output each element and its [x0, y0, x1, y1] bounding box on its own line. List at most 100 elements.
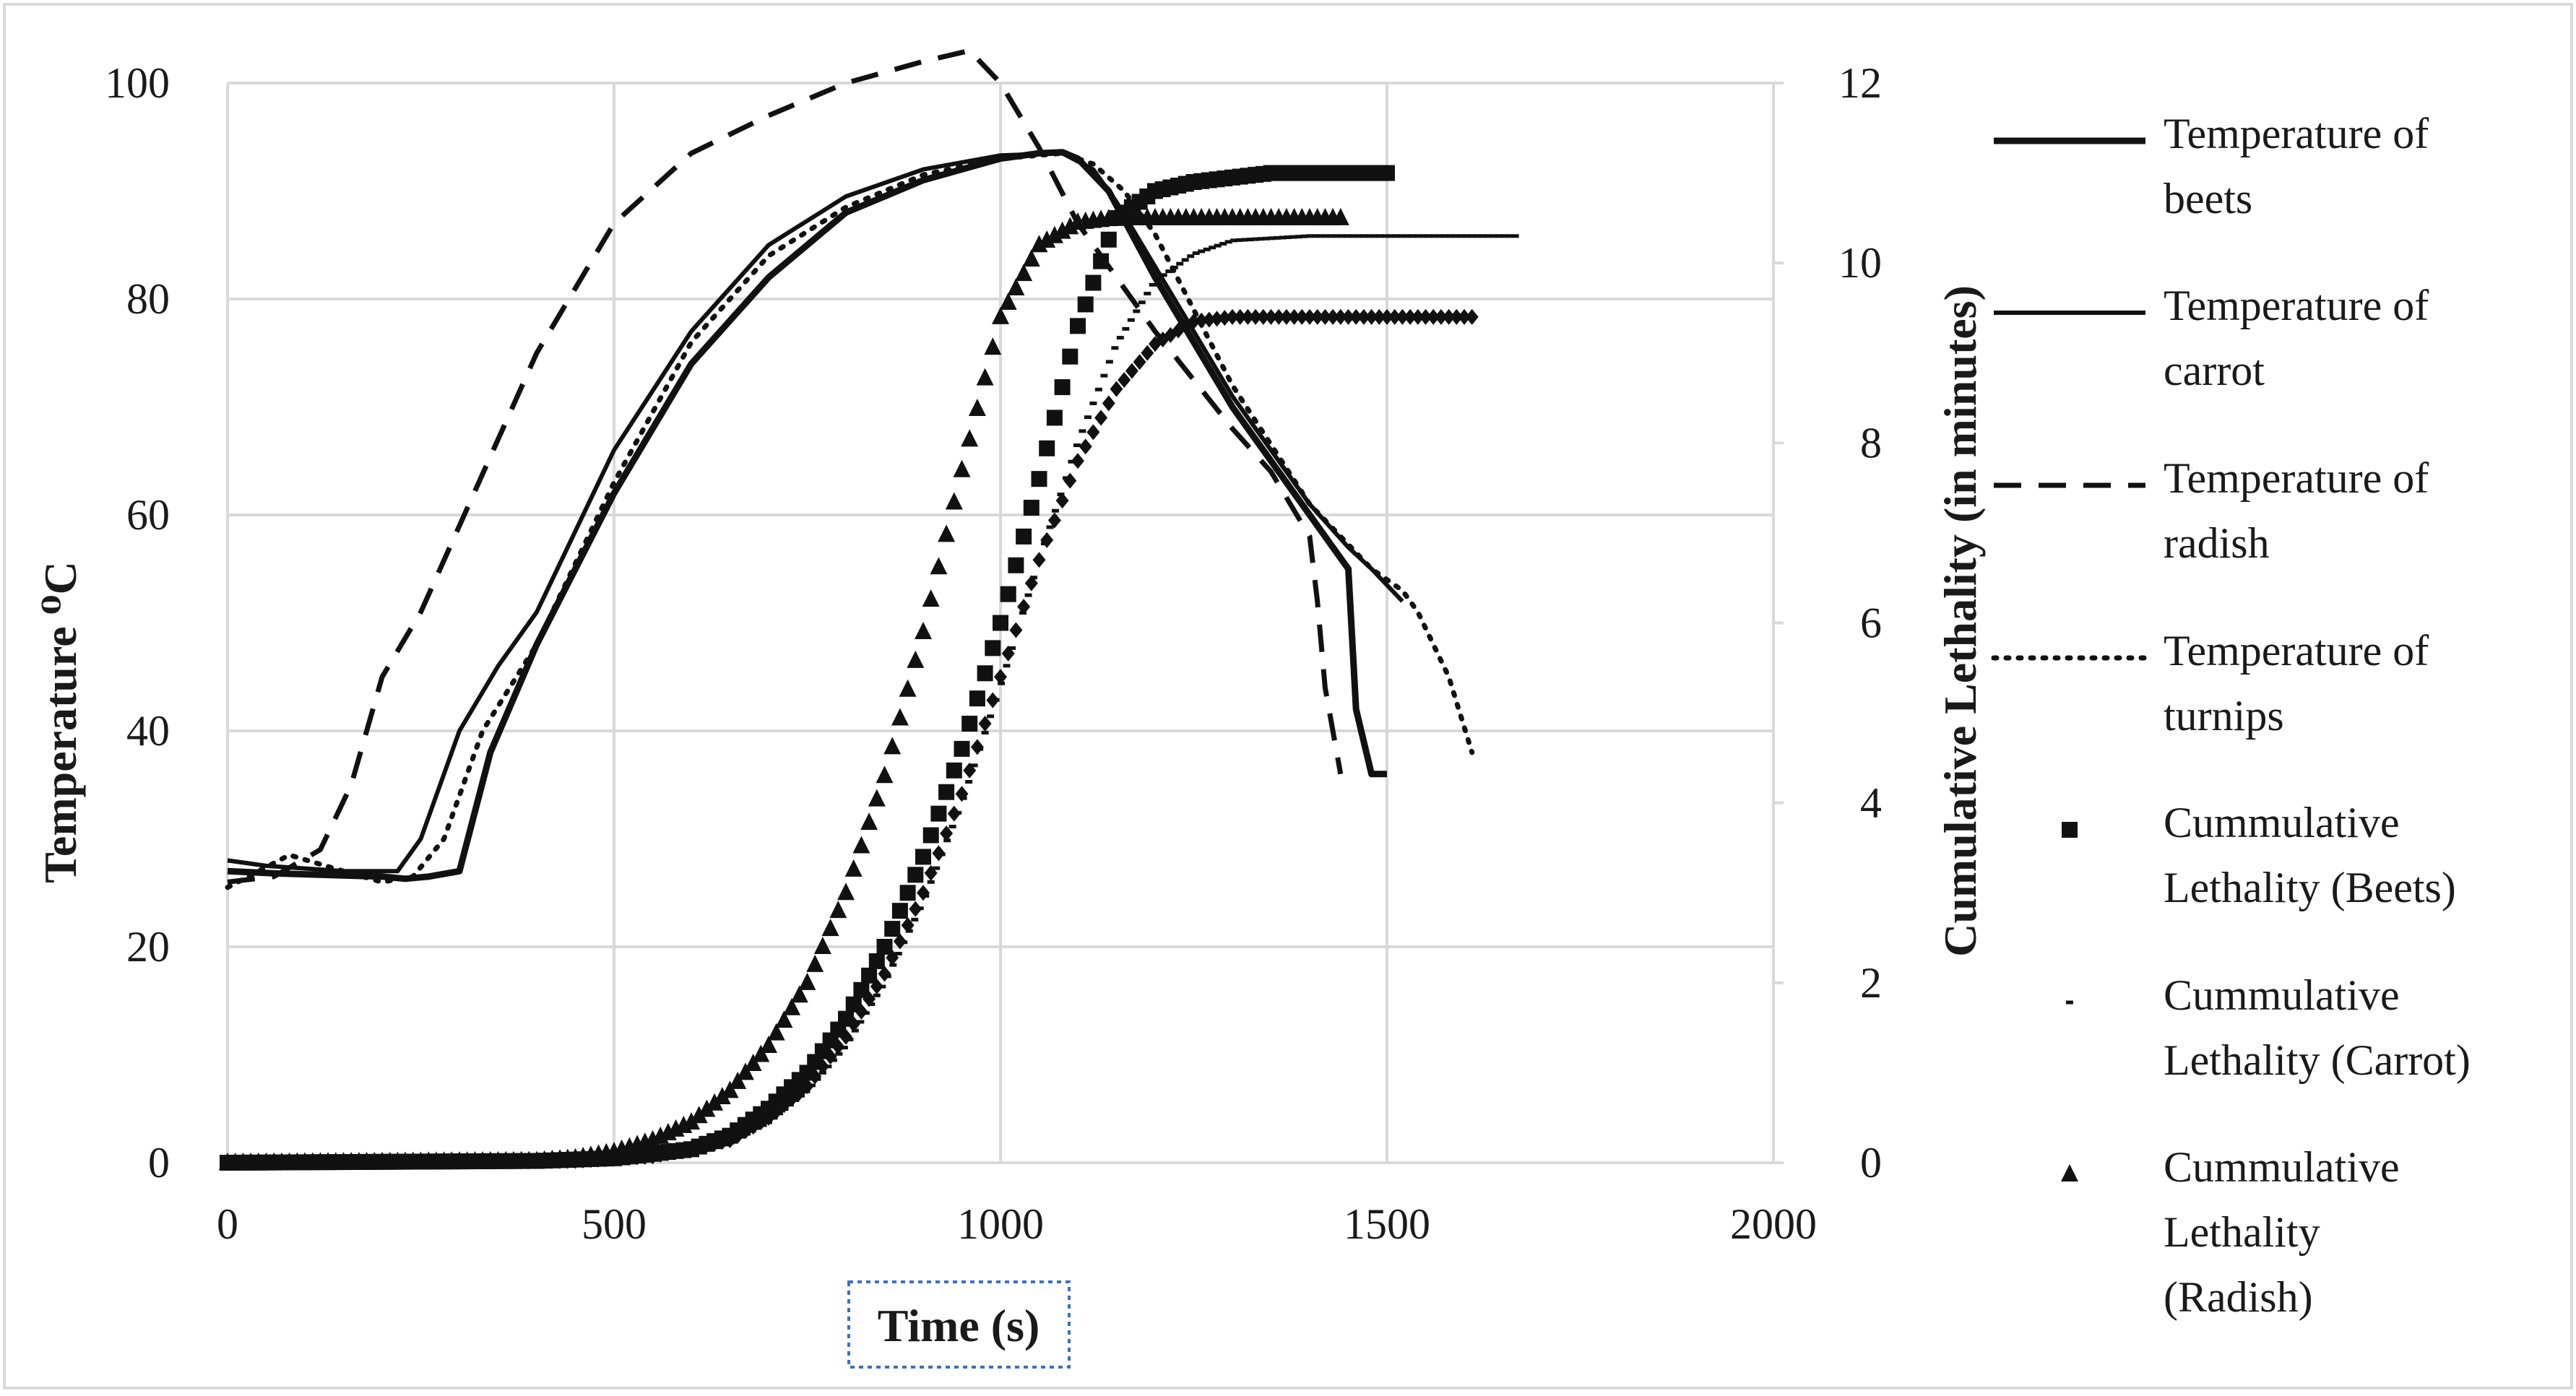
data-point — [943, 838, 951, 843]
data-point — [1490, 234, 1497, 238]
data-point — [1435, 234, 1443, 238]
data-point — [399, 1153, 412, 1170]
x-axis-title[interactable]: Time (s) — [878, 1300, 1040, 1351]
data-point — [1047, 512, 1061, 529]
legend-entry-3: Temperature of radish — [1994, 454, 2429, 567]
legend-label-line: Cummulative — [2164, 971, 2400, 1019]
data-point — [1086, 424, 1100, 441]
data-point — [1024, 575, 1038, 591]
data-point — [1187, 313, 1201, 330]
data-point — [383, 1153, 397, 1170]
data-point — [1015, 264, 1033, 282]
data-point — [986, 692, 1000, 708]
data-point — [1327, 234, 1335, 238]
data-point — [251, 1154, 265, 1171]
data-point — [1094, 387, 1102, 391]
data-point — [631, 1149, 644, 1166]
data-point — [1289, 235, 1297, 239]
data-point — [1419, 234, 1427, 238]
data-point — [1252, 237, 1260, 241]
data-point — [592, 1151, 605, 1168]
legend-marker — [2066, 1000, 2073, 1005]
data-point — [1063, 472, 1077, 489]
data-point — [1411, 308, 1425, 325]
data-point — [345, 1154, 358, 1171]
data-point — [1032, 552, 1046, 568]
data-point — [927, 880, 935, 884]
data-point — [1138, 300, 1146, 305]
data-point — [1256, 308, 1270, 325]
series-cumulative-lethality-turnips- — [221, 308, 1479, 1171]
data-point — [1118, 372, 1131, 389]
data-point — [857, 1020, 865, 1024]
data-point — [1039, 440, 1055, 456]
data-point — [360, 1154, 373, 1171]
data-point — [1306, 234, 1313, 238]
data-point — [1057, 493, 1065, 497]
data-point — [1203, 247, 1211, 251]
y2-tick-label: 6 — [1860, 599, 1882, 647]
data-point — [940, 825, 954, 842]
data-point — [530, 1153, 543, 1169]
legend-label-line: Lethality — [2164, 1208, 2320, 1256]
data-point — [1387, 234, 1395, 238]
data-point — [1214, 243, 1222, 248]
data-point — [1457, 234, 1465, 238]
data-point — [1110, 381, 1123, 397]
data-point — [1070, 318, 1086, 334]
data-point — [930, 557, 948, 575]
data-point — [1318, 308, 1332, 325]
legend-entry-2: Temperature of carrot — [1994, 282, 2429, 394]
legend-label-line: Lethality (Carrot) — [2164, 1036, 2471, 1084]
data-point — [1268, 236, 1276, 240]
legend-entry-6: Cummulative Lethality (Carrot) — [2066, 971, 2471, 1084]
data-point — [847, 1016, 860, 1033]
data-point — [221, 1155, 234, 1171]
data-point — [1176, 261, 1184, 266]
data-point — [816, 1058, 829, 1075]
data-point — [945, 492, 963, 510]
data-point — [1341, 308, 1355, 325]
data-point — [1500, 234, 1508, 238]
y-tick-label: 100 — [105, 59, 170, 107]
data-point — [1023, 500, 1040, 516]
data-point — [876, 939, 893, 955]
data-point — [922, 589, 940, 607]
data-point — [476, 1153, 490, 1170]
data-point — [1388, 308, 1401, 325]
data-point — [1111, 346, 1119, 350]
data-point — [1311, 234, 1319, 238]
data-point — [1419, 308, 1432, 325]
data-point — [1030, 235, 1048, 253]
data-point — [721, 1080, 739, 1098]
data-point — [1241, 308, 1255, 325]
legend-label-line: Lethality (Beets) — [2164, 864, 2456, 911]
data-point — [1235, 238, 1243, 242]
legend-label: Cummulative Lethality (Carrot) — [2164, 971, 2471, 1084]
data-point — [429, 1153, 443, 1170]
data-point — [806, 954, 824, 972]
data-point — [744, 1053, 762, 1071]
data-point — [298, 1154, 311, 1171]
data-point — [899, 679, 917, 697]
y2-axis-title: Cumulative Lethality (in minutes) — [1935, 285, 1986, 957]
data-point — [244, 1154, 258, 1171]
data-point — [1463, 234, 1471, 238]
data-point — [445, 1153, 459, 1170]
data-point — [1071, 453, 1084, 469]
data-point — [1125, 363, 1138, 379]
data-point — [437, 1153, 451, 1170]
data-point — [608, 1150, 621, 1167]
data-point — [321, 1154, 335, 1171]
data-point — [813, 937, 831, 954]
data-point — [615, 1150, 628, 1166]
data-point — [1338, 234, 1346, 238]
data-point — [1102, 395, 1115, 412]
data-point — [1187, 254, 1195, 259]
data-point — [922, 827, 939, 844]
data-point — [267, 1154, 281, 1171]
data-point — [1326, 308, 1340, 325]
